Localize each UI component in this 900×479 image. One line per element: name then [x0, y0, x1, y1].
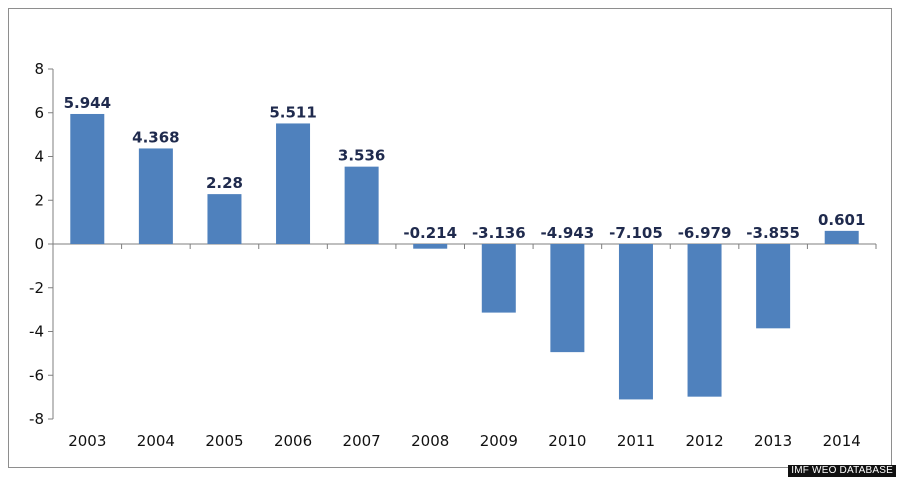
bar — [687, 244, 722, 397]
y-axis: 8 6 4 2 0 -2 -4 -6 -8 — [29, 60, 54, 428]
data-label: -6.979 — [678, 224, 732, 242]
source-tag: IMF WEO DATABASE — [788, 465, 896, 477]
bar — [756, 244, 791, 329]
data-label: 0.601 — [818, 211, 865, 229]
bar — [618, 244, 653, 400]
x-tick-label: 2014 — [823, 432, 861, 450]
bar — [70, 113, 105, 244]
x-tick-label: 2009 — [480, 432, 518, 450]
y-tick-label: 8 — [34, 60, 44, 78]
x-tick-label: 2013 — [754, 432, 792, 450]
data-label: 5.511 — [269, 103, 316, 121]
data-label: 3.536 — [338, 147, 385, 165]
x-tick-label: 2008 — [411, 432, 449, 450]
y-tick-label: -4 — [29, 323, 44, 341]
y-tick-label: -8 — [29, 410, 44, 428]
x-tick-label: 2011 — [617, 432, 655, 450]
x-tick-label: 2005 — [205, 432, 243, 450]
y-tick-label: 4 — [34, 148, 44, 166]
bars — [70, 113, 859, 400]
bar — [824, 230, 859, 244]
bar — [550, 244, 585, 353]
x-axis: 2003 2004 2005 2006 2007 2008 2009 2010 2011 2012… — [52, 243, 877, 450]
x-tick-label: 2012 — [685, 432, 723, 450]
bar — [276, 123, 311, 244]
y-tick-label: 6 — [34, 104, 44, 122]
x-tick-label: 2006 — [274, 432, 312, 450]
bar — [207, 194, 242, 244]
x-tick-label: 2004 — [137, 432, 175, 450]
y-tick-label: 2 — [34, 191, 44, 209]
data-label: 2.28 — [206, 174, 243, 192]
bar — [138, 148, 173, 244]
data-label: -4.943 — [541, 224, 595, 242]
data-labels: 5.944 4.368 2.28 5.511 3.536 -0.214 -3.136 -4.9… — [64, 94, 866, 242]
x-tick-label: 2007 — [343, 432, 381, 450]
data-label: -3.855 — [746, 224, 800, 242]
x-tick-label: 2010 — [548, 432, 586, 450]
data-label: -7.105 — [609, 224, 663, 242]
data-label: -3.136 — [472, 224, 526, 242]
y-tick-label: -2 — [29, 279, 44, 297]
bar — [481, 244, 516, 313]
x-tick-label: 2003 — [68, 432, 106, 450]
data-label: -0.214 — [403, 224, 457, 242]
bar — [413, 244, 448, 249]
y-tick-label: 0 — [34, 235, 44, 253]
y-tick-label: -6 — [29, 366, 44, 384]
data-label: 4.368 — [132, 128, 179, 146]
bar — [344, 166, 379, 244]
chart-frame: 8 6 4 2 0 -2 -4 -6 -8 2003 2004 2005 2006 2007 2008 20… — [8, 8, 892, 468]
data-label: 5.944 — [64, 94, 111, 112]
